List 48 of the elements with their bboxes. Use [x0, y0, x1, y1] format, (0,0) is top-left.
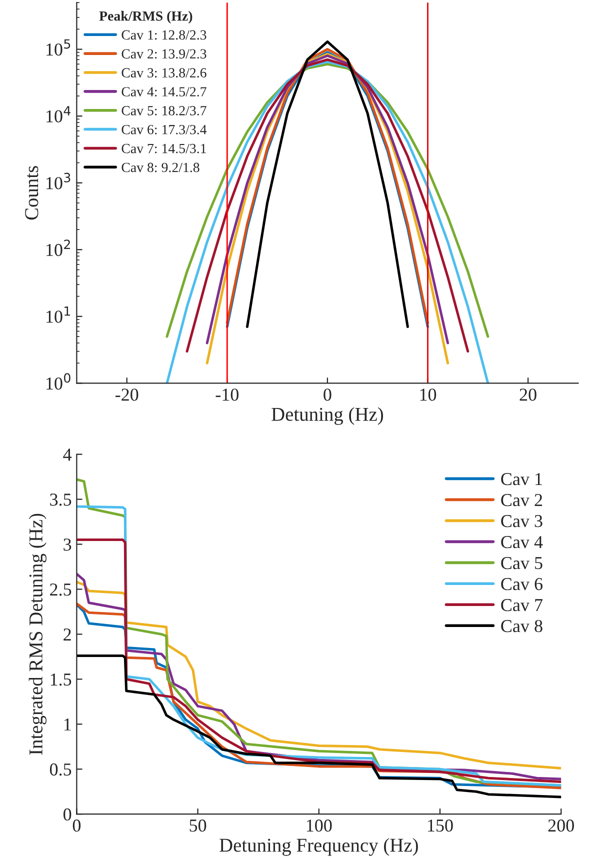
legend-label: Cav 5: [501, 557, 542, 570]
legend-label: Cav 2: 13.9/2.3: [122, 49, 206, 59]
legend-label: Cav 8: [501, 620, 542, 632]
y-tick-label: 4: [63, 448, 72, 461]
legend-label: Cav 4: 14.5/2.7: [122, 87, 206, 96]
legend-label: Cav 8: 9.2/1.8: [122, 162, 200, 172]
x-tick-label: 0: [72, 819, 81, 832]
legend-label: Cav 3: [501, 515, 542, 528]
y-tick-label: 1: [64, 718, 71, 730]
x-tick-label: 10: [420, 388, 436, 401]
legend-title: Peak/RMS (Hz): [99, 10, 192, 24]
legend-label: Cav 5: 18.2/3.7: [122, 106, 206, 116]
x-axis-title: Detuning (Hz): [272, 407, 384, 425]
legend-label: Cav 1: 12.8/2.3: [122, 30, 206, 40]
x-tick-label: -10: [216, 388, 238, 401]
y-tick-label: 10$^{0}$: [46, 373, 70, 390]
y-tick-label: 10$^{4}$: [46, 106, 70, 122]
line-series: [76, 654, 562, 798]
x-tick-label: 100: [306, 819, 332, 832]
y-tick-label: 10$^{3}$: [46, 172, 70, 190]
y-tick-label: 3.5: [50, 494, 72, 506]
x-tick-label: 50: [190, 819, 206, 832]
y-tick-label: 10$^{1}$: [46, 306, 70, 323]
y-tick-label: 10$^{2}$: [46, 240, 70, 256]
legend-label: Cav 2: [501, 494, 542, 506]
y-tick-label: 0: [64, 808, 72, 821]
legend-label: Cav 6: [501, 578, 542, 590]
x-axis-title: Detuning Frequency (Hz): [220, 838, 418, 856]
y-tick-label: 1.5: [50, 674, 72, 686]
x-tick-label: 0: [324, 388, 332, 401]
y-tick-label: 0.5: [50, 763, 72, 776]
legend-label: Cav 7: 14.5/3.1: [122, 144, 206, 154]
legend-label: Cav 3: 13.8/2.6: [122, 68, 206, 78]
x-tick-label: 150: [428, 819, 453, 832]
y-axis-title: Counts: [25, 166, 38, 220]
x-tick-label: 20: [520, 388, 536, 401]
x-tick-label: 200: [548, 819, 574, 832]
y-tick-label: 2.5: [50, 584, 72, 596]
y-tick-label: 10$^{5}$: [46, 39, 70, 56]
legend-label: Cav 4: [501, 536, 543, 548]
x-tick-label: -20: [115, 388, 138, 401]
y-axis-title: Integrated RMS Detuning (Hz): [28, 514, 46, 755]
legend-label: Cav 7: [501, 599, 543, 612]
legend-label: Cav 1: [501, 473, 542, 486]
line-series: [246, 40, 409, 328]
y-tick-label: 3: [64, 538, 72, 551]
legend-label: Cav 6: 17.3/3.4: [122, 124, 207, 134]
y-tick-label: 2: [64, 628, 71, 640]
